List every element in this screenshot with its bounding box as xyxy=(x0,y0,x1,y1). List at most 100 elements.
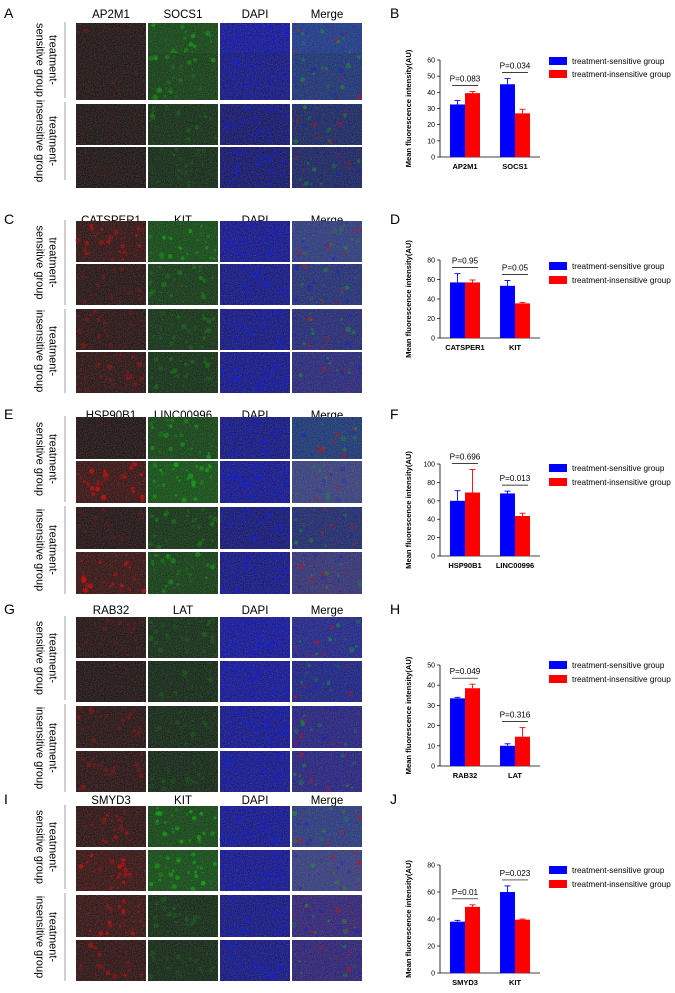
blue-channel-image xyxy=(220,506,290,549)
merge-channel-image xyxy=(292,221,362,262)
blue-channel-image xyxy=(219,806,290,847)
green-channel-image xyxy=(148,146,218,189)
legend-label: treatment-insensitive group xyxy=(572,880,671,889)
microscopy-row-3: E HSP90B1 LINC00996 DAPI Mergetreatment-sens… xyxy=(4,406,363,594)
merge-channel-image xyxy=(292,507,362,549)
y-tick-label: 10 xyxy=(427,743,435,750)
legend-label: treatment-insensitive group xyxy=(572,70,671,79)
merge-channel-image xyxy=(292,850,362,891)
y-axis-label: Mean fluorescence intensity(AU) xyxy=(404,860,413,978)
y-axis-label: Mean fluorescence intensity(AU) xyxy=(404,656,413,774)
blue-channel-image xyxy=(219,850,290,891)
group-label-insensitive: treatment-insensitive group xyxy=(34,707,59,790)
merge-channel-image xyxy=(292,552,363,594)
panel-label: A xyxy=(4,5,14,21)
green-channel-image xyxy=(148,806,218,847)
bar-sensitive xyxy=(450,282,465,338)
bar-sensitive xyxy=(450,500,465,556)
p-value-label: P=0.034 xyxy=(500,62,531,71)
green-channel-image xyxy=(148,104,218,145)
blue-channel-image xyxy=(220,461,290,503)
legend-label: treatment-sensitive group xyxy=(572,866,665,875)
green-channel-image xyxy=(148,417,218,460)
red-channel-image xyxy=(76,53,146,100)
channel-header: AP2M1 xyxy=(92,9,130,21)
bar-insensitive xyxy=(515,919,530,973)
y-axis-label: Mean fluorescence intensity(AU) xyxy=(404,451,413,569)
green-channel-image xyxy=(148,309,218,350)
merge-channel-image xyxy=(292,661,362,702)
y-tick-label: 20 xyxy=(427,944,435,951)
group-label-sensitive: treatment-sensitive group xyxy=(34,23,59,97)
y-tick-label: 20 xyxy=(427,535,435,542)
bar-insensitive xyxy=(465,688,480,766)
x-category-label: LINC00996 xyxy=(496,561,534,570)
p-value-label: P=0.01 xyxy=(452,888,479,897)
channel-header: LAT xyxy=(173,605,193,617)
legend-label: treatment-insensitive group xyxy=(572,276,671,285)
x-category-label: RAB32 xyxy=(453,771,478,780)
bar-insensitive xyxy=(465,93,480,157)
y-tick-label: 0 xyxy=(431,155,435,162)
y-tick-label: 60 xyxy=(427,498,435,505)
bar-sensitive xyxy=(500,285,515,338)
bar-insensitive xyxy=(465,492,480,556)
p-value-label: P=0.95 xyxy=(452,257,479,266)
p-value-label: P=0.049 xyxy=(450,667,481,676)
green-channel-image xyxy=(148,617,218,658)
group-label-insensitive: treatment-insensitive group xyxy=(34,509,59,592)
bar-charts: B Mean fluorescence intensity(AU) 0 10 20 30 4… xyxy=(390,5,671,987)
channel-header: KIT xyxy=(174,795,192,807)
y-tick-label: 50 xyxy=(427,663,435,670)
merge-channel-image xyxy=(292,53,362,100)
chart-D: D Mean fluorescence intensity(AU) 0 20 40 60 8… xyxy=(390,211,671,358)
y-tick-label: 10 xyxy=(427,138,435,145)
red-channel-image xyxy=(76,507,146,549)
merge-channel-image xyxy=(292,751,362,792)
x-category-label: KIT xyxy=(509,343,522,352)
green-channel-image xyxy=(148,751,218,792)
y-tick-label: 0 xyxy=(431,971,435,978)
legend-swatch xyxy=(549,70,567,78)
legend-swatch xyxy=(549,880,567,888)
merge-channel-image xyxy=(291,806,362,847)
chart-B: B Mean fluorescence intensity(AU) 0 10 20 30 4… xyxy=(390,5,671,171)
y-tick-label: 100 xyxy=(423,462,435,469)
y-tick-label: 20 xyxy=(427,723,435,730)
x-category-label: HSP90B1 xyxy=(448,561,481,570)
bar-sensitive xyxy=(450,698,465,766)
group-label-sensitive: treatment-sensitive group xyxy=(34,422,59,496)
legend-swatch xyxy=(549,464,567,472)
green-channel-image xyxy=(147,264,218,305)
red-channel-image xyxy=(76,661,146,702)
group-label-sensitive: treatment-sensitive group xyxy=(34,810,59,884)
red-channel-image xyxy=(76,417,146,459)
bar-sensitive xyxy=(500,745,515,766)
blue-channel-image xyxy=(220,706,290,749)
panel-label: D xyxy=(390,211,400,227)
x-category-label: SMYD3 xyxy=(452,978,478,987)
legend-swatch xyxy=(549,675,567,683)
blue-channel-image xyxy=(220,895,290,937)
microscopy-row-4: G RAB32 LAT DAPI Merge treatment-sensitive gr… xyxy=(4,601,362,792)
bar-insensitive xyxy=(465,282,480,338)
red-channel-image xyxy=(76,850,146,891)
p-value-label: P=0.023 xyxy=(500,869,531,878)
legend-swatch xyxy=(549,262,567,270)
x-category-label: AP2M1 xyxy=(452,162,477,171)
blue-channel-image xyxy=(220,617,290,658)
legend-label: treatment-insensitive group xyxy=(572,478,671,487)
merge-channel-image xyxy=(292,309,362,350)
green-channel-image xyxy=(148,895,218,937)
bar-sensitive xyxy=(500,84,515,157)
group-label-insensitive: treatment-insensitive group xyxy=(34,100,59,183)
merge-channel-image xyxy=(292,940,362,981)
y-tick-label: 0 xyxy=(431,554,435,561)
red-channel-image xyxy=(76,147,146,188)
panel-label: J xyxy=(390,791,397,807)
blue-channel-image xyxy=(220,661,291,702)
y-tick-label: 60 xyxy=(427,890,435,897)
x-category-label: CATSPER1 xyxy=(445,343,484,352)
green-channel-image xyxy=(148,706,218,748)
y-tick-label: 0 xyxy=(431,336,435,343)
